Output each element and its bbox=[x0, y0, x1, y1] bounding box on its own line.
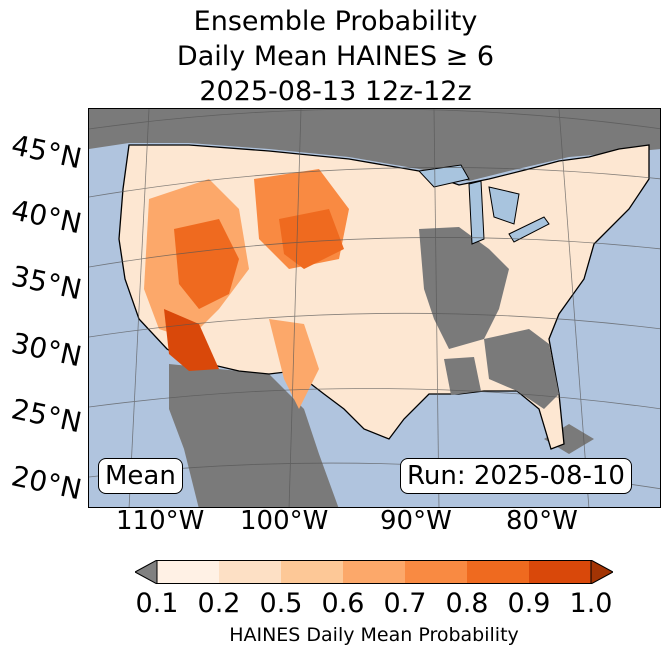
lat-label-20n: 20°N bbox=[8, 459, 85, 507]
lake-superior bbox=[417, 164, 470, 188]
title-line-2: Daily Mean HAINES ≥ 6 bbox=[176, 41, 495, 72]
colorbar-segment bbox=[405, 560, 467, 584]
gridline-lat-25 bbox=[89, 388, 660, 410]
mexico-land bbox=[169, 364, 339, 507]
lon-label-90w: 90°W bbox=[380, 506, 452, 536]
gridline-lat-40 bbox=[89, 167, 660, 198]
gridline-lat-45 bbox=[89, 109, 660, 130]
colorbar-segment bbox=[219, 560, 281, 584]
lake-erie bbox=[508, 216, 550, 243]
prob-zone-socal bbox=[164, 309, 219, 371]
gridline-lon-110 bbox=[128, 109, 150, 507]
lake-michigan bbox=[468, 180, 485, 245]
nodata-midwest bbox=[419, 227, 509, 349]
lat-label-30n: 30°N bbox=[8, 326, 85, 374]
prob-zone-west-texas bbox=[269, 319, 319, 409]
run-label-box: Run: 2025-08-10 bbox=[400, 458, 632, 494]
colorbar-segment bbox=[529, 560, 591, 584]
cbar-tick-2: 0.5 bbox=[259, 588, 303, 619]
lat-label-45n: 45°N bbox=[8, 128, 85, 176]
colorbar-under-arrow bbox=[135, 560, 158, 584]
us-map-graphic bbox=[89, 109, 660, 507]
cbar-tick-1: 0.2 bbox=[197, 588, 241, 619]
map-panel bbox=[88, 108, 661, 508]
gridline-lat-35 bbox=[89, 237, 660, 268]
gridline-lat-30 bbox=[89, 312, 660, 338]
graticule bbox=[89, 109, 660, 507]
cbar-tick-4: 0.7 bbox=[383, 588, 427, 619]
lon-label-110w: 110°W bbox=[116, 506, 205, 536]
title-line-3: 2025-08-13 12z-12z bbox=[199, 76, 472, 107]
title-line-1: Ensemble Probability bbox=[193, 6, 478, 37]
mean-label-box: Mean bbox=[98, 458, 183, 494]
lat-label-35n: 35°N bbox=[8, 259, 85, 307]
cbar-tick-0: 0.1 bbox=[135, 588, 179, 619]
prob-zone-colorado bbox=[279, 209, 344, 269]
lon-label-100w: 100°W bbox=[240, 506, 329, 536]
gridline-lon-100 bbox=[288, 109, 302, 507]
colorbar-segment bbox=[467, 560, 529, 584]
gridline-lon-80 bbox=[558, 109, 590, 507]
cbar-tick-6: 0.9 bbox=[507, 588, 551, 619]
nodata-gulf bbox=[444, 357, 481, 395]
lat-label-40n: 40°N bbox=[8, 193, 85, 241]
colorbar-segment bbox=[343, 560, 405, 584]
cbar-tick-7: 1.0 bbox=[569, 588, 613, 619]
lat-label-25n: 25°N bbox=[8, 392, 85, 440]
colorbar-frame bbox=[156, 560, 592, 584]
colorbar-over-arrow bbox=[590, 560, 613, 584]
colorbar bbox=[135, 560, 613, 584]
lon-label-80w: 80°W bbox=[506, 506, 578, 536]
cbar-tick-3: 0.6 bbox=[321, 588, 365, 619]
colorbar-segment bbox=[281, 560, 343, 584]
gridline-lon-90 bbox=[433, 109, 440, 507]
prob-zone-nevada-utah bbox=[174, 219, 239, 309]
colorbar-segment bbox=[157, 560, 219, 584]
colorbar-label: HAINES Daily Mean Probability bbox=[229, 624, 519, 646]
cbar-tick-5: 0.8 bbox=[445, 588, 489, 619]
canada-land bbox=[89, 109, 660, 181]
lake-huron bbox=[488, 186, 520, 225]
nodata-southeast bbox=[484, 329, 559, 409]
